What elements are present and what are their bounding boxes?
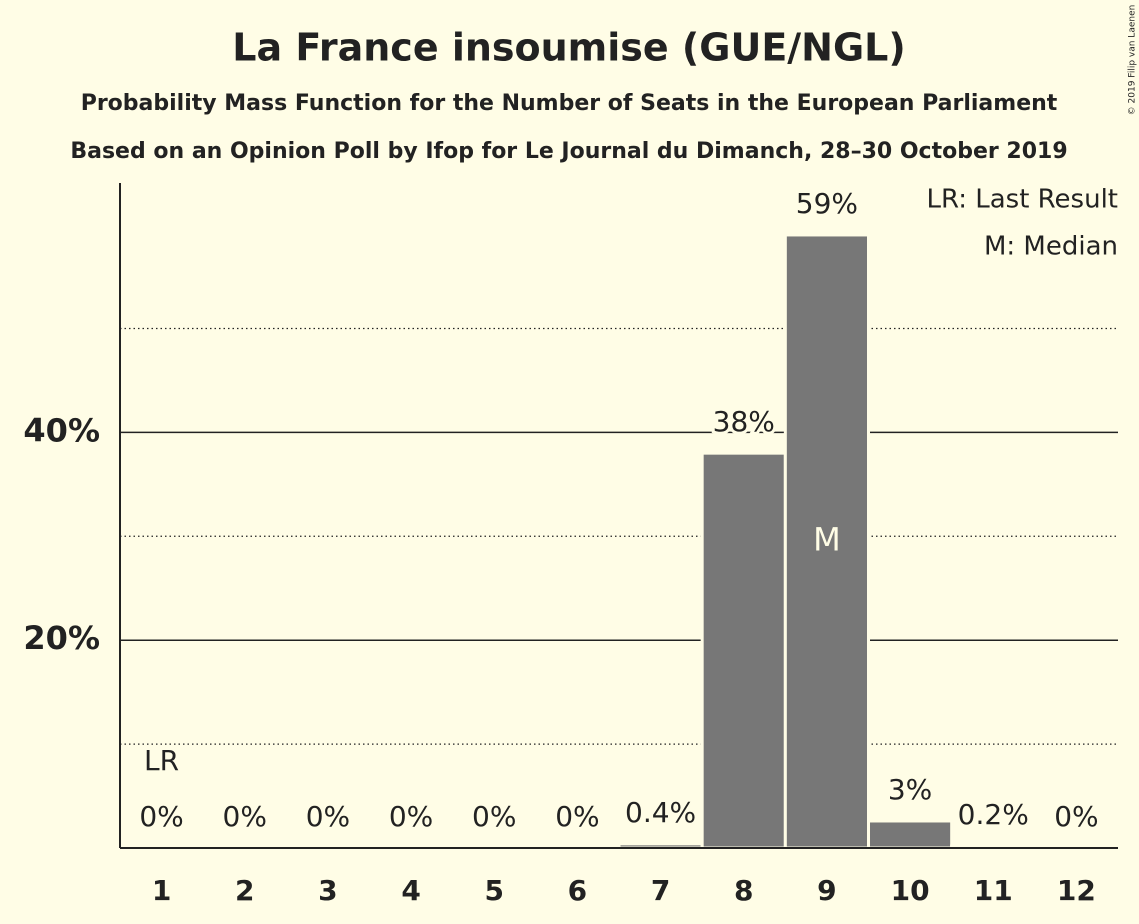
- median-marker: M: [813, 520, 841, 558]
- value-label: 0%: [472, 800, 516, 833]
- value-label: 0.2%: [958, 798, 1029, 831]
- value-label: 0%: [1054, 800, 1098, 833]
- chart-subtitle: Based on an Opinion Poll by Ifop for Le …: [70, 139, 1067, 164]
- value-label: 0%: [223, 800, 267, 833]
- x-tick-label: 10: [891, 874, 930, 907]
- bar: [867, 819, 954, 850]
- value-label: 0.4%: [625, 796, 696, 829]
- last-result-marker: LR: [144, 744, 179, 777]
- bar: [783, 233, 870, 850]
- x-tick-label: 2: [235, 874, 254, 907]
- copyright: © 2019 Filip van Laenen: [1128, 5, 1138, 116]
- x-tick-label: 7: [651, 874, 670, 907]
- legend-entry: M: Median: [984, 232, 1118, 262]
- x-tick-label: 9: [817, 874, 836, 907]
- y-tick-label: 40%: [23, 411, 100, 449]
- value-label: 0%: [139, 800, 183, 833]
- value-label: 0%: [389, 800, 433, 833]
- value-label: 0%: [555, 800, 599, 833]
- x-tick-label: 3: [318, 874, 337, 907]
- x-tick-label: 8: [734, 874, 753, 907]
- value-label: 3%: [888, 773, 932, 806]
- chart-subtitle: Probability Mass Function for the Number…: [81, 91, 1058, 116]
- x-tick-label: 12: [1057, 874, 1096, 907]
- chart-title: La France insoumise (GUE/NGL): [232, 26, 906, 70]
- value-label: 0%: [306, 800, 350, 833]
- x-tick-label: 4: [401, 874, 420, 907]
- value-label: 59%: [796, 187, 858, 220]
- legend-entry: LR: Last Result: [926, 185, 1118, 215]
- x-tick-label: 5: [485, 874, 504, 907]
- x-tick-label: 1: [152, 874, 171, 907]
- bar: [700, 451, 787, 850]
- x-tick-label: 6: [568, 874, 587, 907]
- x-tick-label: 11: [974, 874, 1013, 907]
- y-tick-label: 20%: [23, 619, 100, 657]
- value-label: 38%: [713, 405, 775, 438]
